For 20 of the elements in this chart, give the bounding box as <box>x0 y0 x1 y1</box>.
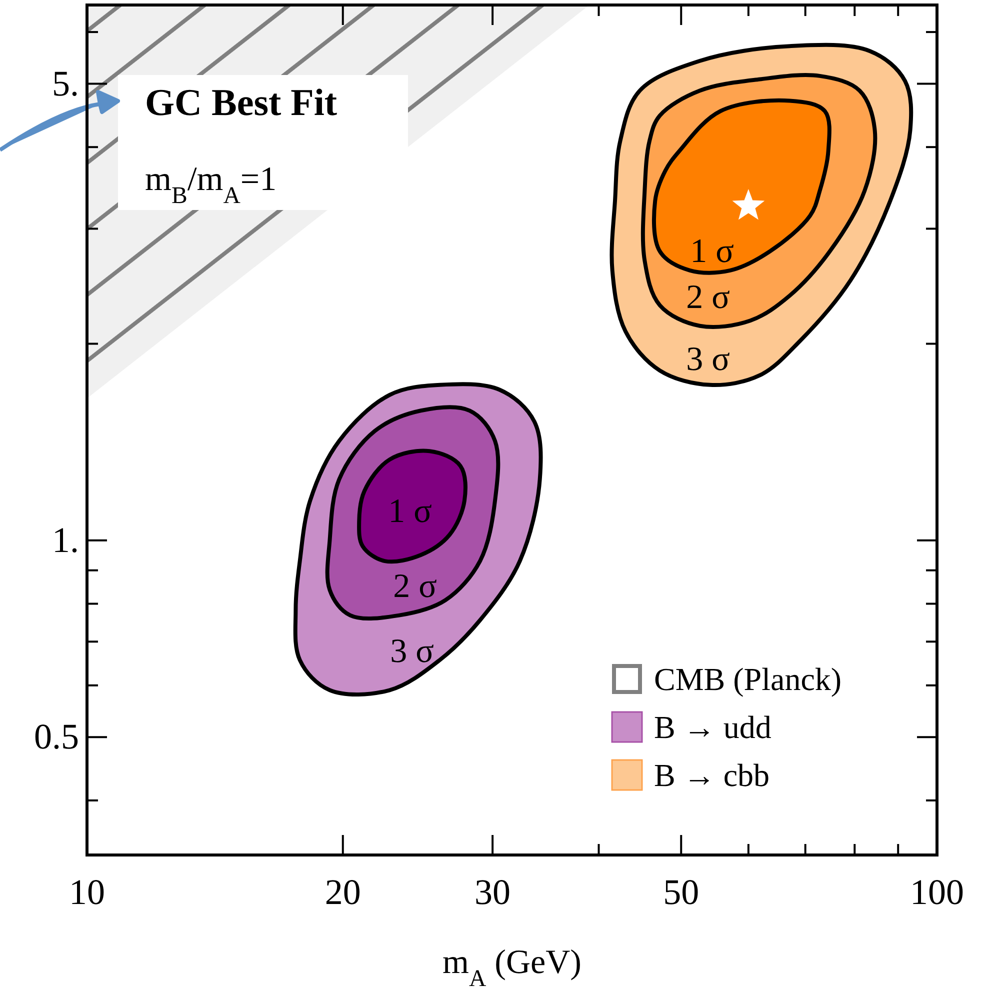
legend-label: B → udd <box>654 709 772 745</box>
y-tick-label: 0.5 <box>34 716 79 757</box>
annotation: 1 σ <box>388 493 432 530</box>
series-label: B → cbb <box>654 757 770 793</box>
x-tick-label: 100 <box>910 872 964 912</box>
annotation: 3 σ <box>686 341 730 378</box>
annotation: GC Best Fit <box>145 82 338 124</box>
x-tick-label: 20 <box>324 872 361 912</box>
y-tick-label: 5. <box>52 63 79 104</box>
legend-label: CMB (Planck) <box>654 661 842 697</box>
y-tick-label: 1. <box>52 520 79 560</box>
x-tick-label: 30 <box>474 872 511 912</box>
annotation: 2 σ <box>393 568 437 605</box>
x-axis-title: m$_{A}$ (GeV) <box>442 944 582 992</box>
annotation: m$_{B}$/m$_{A}$=1 <box>145 161 277 209</box>
annotation: 2 σ <box>686 279 730 316</box>
x-tick-label: 10 <box>69 872 105 912</box>
annotation: 3 σ <box>390 633 434 670</box>
annotation: 1 σ <box>690 233 734 270</box>
x-tick-label: 50 <box>663 872 700 912</box>
